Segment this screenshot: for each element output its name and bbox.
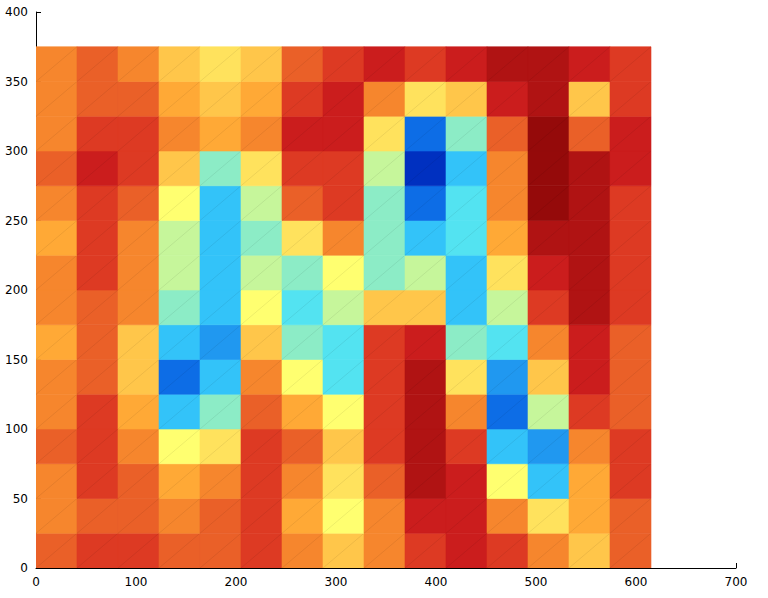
svg-text:200: 200 [5,283,28,297]
svg-text:100: 100 [5,422,28,436]
svg-text:300: 300 [325,575,348,589]
svg-text:50: 50 [13,492,28,506]
svg-text:0: 0 [32,575,40,589]
svg-text:0: 0 [20,561,28,575]
svg-text:700: 700 [725,575,748,589]
svg-text:250: 250 [5,214,28,228]
svg-text:400: 400 [5,5,28,19]
svg-text:100: 100 [125,575,148,589]
svg-text:500: 500 [525,575,548,589]
svg-text:150: 150 [5,353,28,367]
svg-text:200: 200 [225,575,248,589]
svg-text:400: 400 [425,575,448,589]
svg-text:300: 300 [5,144,28,158]
svg-text:350: 350 [5,75,28,89]
svg-text:600: 600 [625,575,648,589]
